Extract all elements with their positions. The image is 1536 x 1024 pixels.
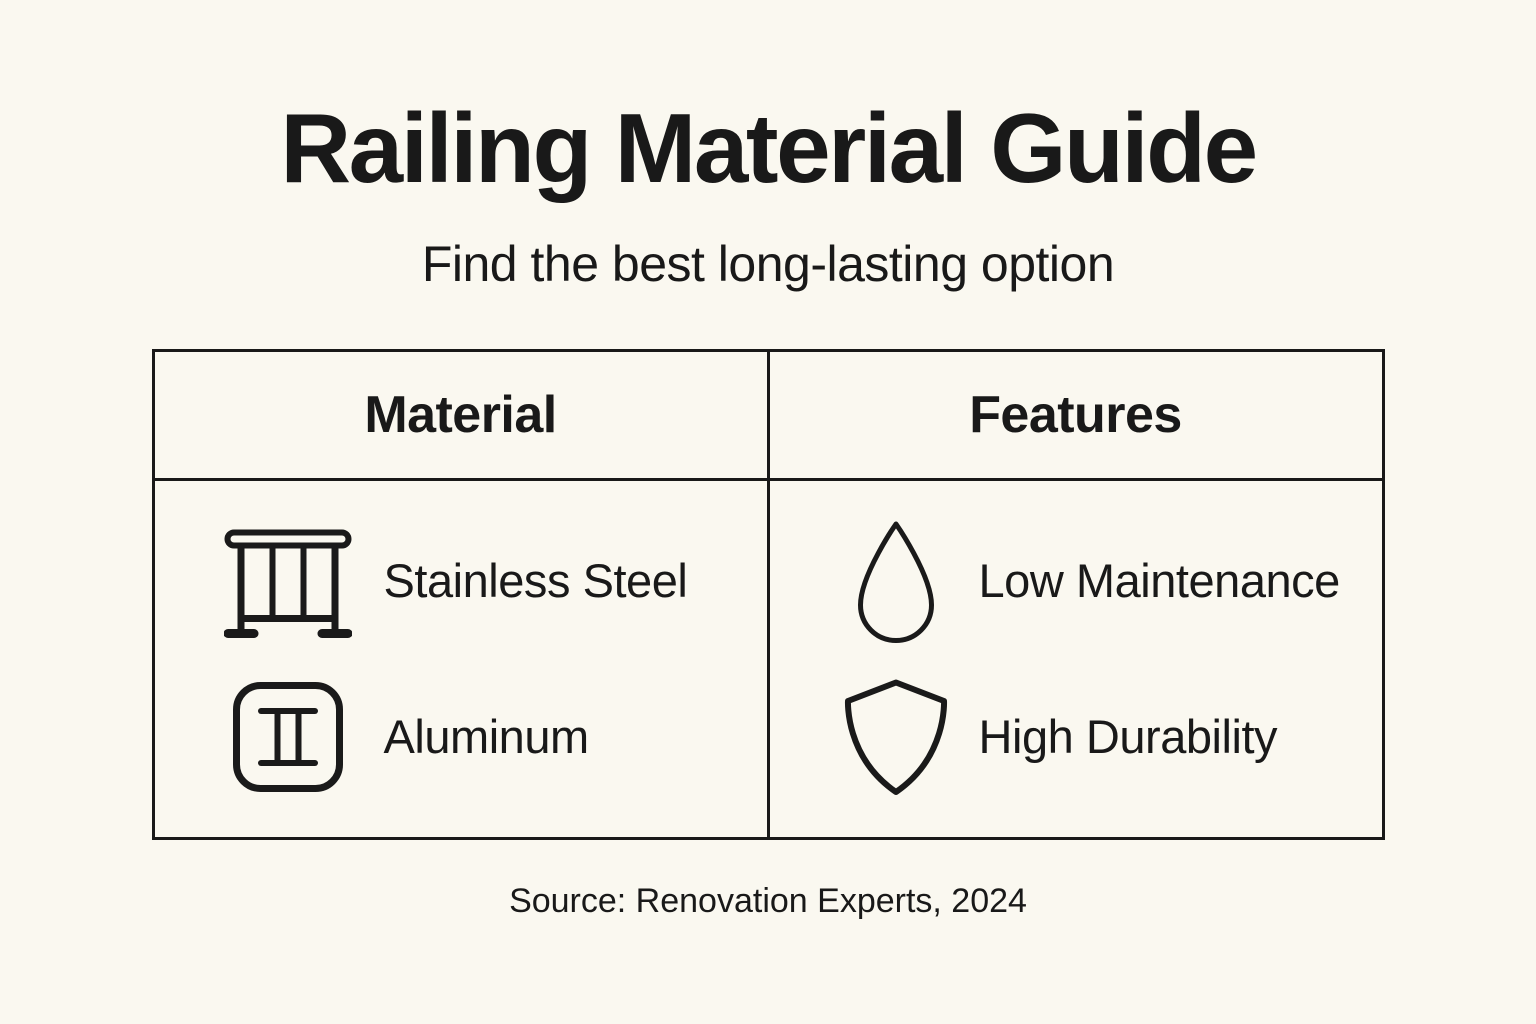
table-row-high-durability: High Durability — [770, 659, 1382, 815]
comparison-table: Material — [151, 348, 1385, 840]
features-column-body: Low Maintenance High Durability — [770, 481, 1382, 837]
shield-icon — [844, 678, 948, 796]
material-column: Material — [154, 351, 770, 837]
material-label: Aluminum — [383, 710, 590, 764]
table-row-stainless-steel: Stainless Steel — [155, 503, 767, 659]
features-column: Features Low Maintenance — [769, 352, 1382, 837]
page-subtitle: Find the best long-lasting option — [421, 235, 1115, 292]
feature-label: High Durability — [978, 710, 1278, 764]
table-row-aluminum: Aluminum — [155, 659, 767, 815]
water-drop-icon — [844, 519, 948, 643]
railing-icon — [223, 523, 353, 639]
material-column-body: Stainless Steel Aluminum — [155, 481, 767, 837]
column-beam-icon — [223, 681, 353, 792]
material-column-header: Material — [154, 352, 767, 481]
feature-label: Low Maintenance — [978, 554, 1341, 608]
source-note: Source: Renovation Experts, 2024 — [509, 881, 1027, 920]
material-label: Stainless Steel — [383, 554, 688, 608]
features-column-header: Features — [769, 352, 1382, 481]
table-row-low-maintenance: Low Maintenance — [770, 503, 1382, 659]
page-title: Railing Material Guide — [280, 93, 1258, 203]
